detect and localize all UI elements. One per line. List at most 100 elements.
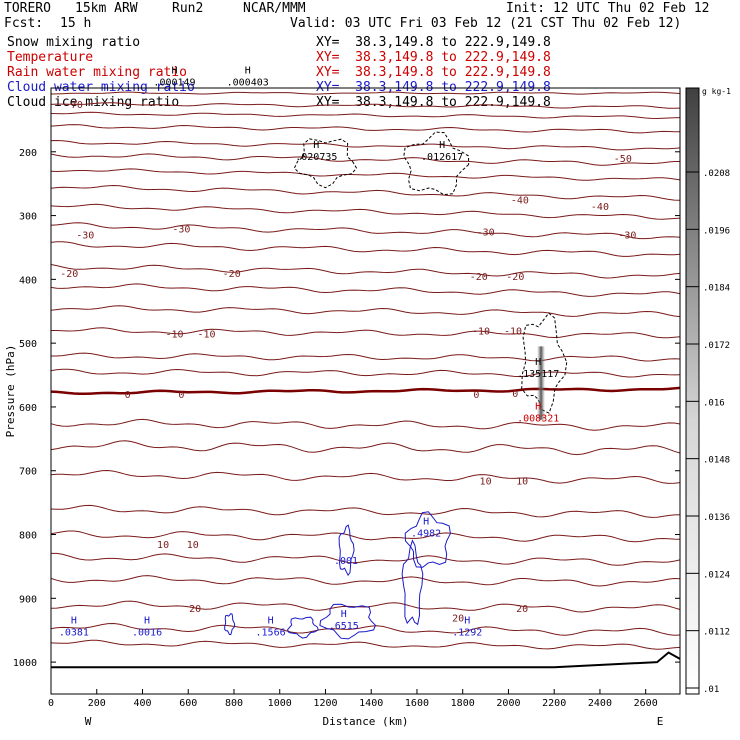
isotherm-line xyxy=(50,91,681,95)
isotherm-line xyxy=(50,639,681,650)
y-tick-label: 900 xyxy=(19,594,37,605)
x-tick-label: 1000 xyxy=(268,698,292,709)
isotherm-label: 10 xyxy=(480,476,492,487)
colorbar-bar xyxy=(685,87,700,695)
isotherm-label: -30 xyxy=(172,224,190,235)
extremum-value: .135117 xyxy=(517,369,559,380)
isotherm-label: 0 xyxy=(512,389,518,400)
isotherm-line xyxy=(50,622,681,636)
colorbar-tick-label: .0184 xyxy=(703,284,730,294)
field-name: Snow mixing ratio xyxy=(7,35,141,50)
mixing-ratio-contour xyxy=(286,616,319,639)
header-fcst-value: 15 h xyxy=(60,16,92,31)
extremum-value: .4982 xyxy=(411,529,441,540)
header-resolution: 15km ARW xyxy=(75,1,138,16)
isotherm-label: 10 xyxy=(516,476,528,487)
colorbar-tick-label: .0208 xyxy=(703,169,730,179)
extremum-value: .1292 xyxy=(452,627,482,638)
isotherm-line xyxy=(50,504,681,518)
header-fcst-label: Fcst: xyxy=(4,16,44,31)
extremum-value: .0016 xyxy=(132,627,162,638)
colorbar-tick-label: .016 xyxy=(703,398,725,408)
isotherm-label: -30 xyxy=(76,231,94,242)
isotherm-label: 0 xyxy=(473,390,479,401)
isotherm-line xyxy=(50,203,681,220)
y-tick-label: 600 xyxy=(19,403,37,414)
field-xy: XY= 38.3,149.8 to 222.9,149.8 xyxy=(316,95,551,110)
mixing-ratio-contour xyxy=(403,131,470,196)
isotherm-label: -10 xyxy=(504,326,522,337)
field-xy: XY= 38.3,149.8 to 222.9,149.8 xyxy=(316,65,551,80)
extremum-value: .000403 xyxy=(227,78,269,89)
colorbar-tick-label: .0196 xyxy=(703,226,730,236)
colorbar-tick-label: .0124 xyxy=(703,570,730,580)
header-org: NCAR/MMM xyxy=(243,1,306,16)
mixing-ratio-contour xyxy=(521,312,568,414)
isotherm-label: -50 xyxy=(614,154,632,165)
x-tick-label: 2600 xyxy=(634,698,658,709)
field-name: Temperature xyxy=(7,50,94,65)
west-label: W xyxy=(85,715,92,728)
isotherm-label: 0 xyxy=(125,390,131,401)
mixing-ratio-contour xyxy=(224,613,236,636)
mixing-ratio-contour xyxy=(401,539,424,626)
extremum-marker: H xyxy=(245,66,251,77)
isotherm-line xyxy=(50,530,681,543)
isotherm-label: -10 xyxy=(198,330,216,341)
x-tick-label: 2200 xyxy=(542,698,566,709)
mixing-ratio-contour xyxy=(293,138,358,189)
isotherm-label: -70 xyxy=(65,100,83,111)
extremum-marker: H xyxy=(535,357,541,368)
mark-layer: H.000149H.000403H.020735H.012617H.135117… xyxy=(59,66,637,639)
colorbar-tick-label: .0172 xyxy=(703,341,730,351)
isotherm-line xyxy=(50,222,681,240)
field-xy: XY= 38.3,149.8 to 222.9,149.8 xyxy=(316,35,551,50)
snow-plume xyxy=(537,346,546,420)
x-tick-label: 400 xyxy=(133,698,151,709)
x-tick-label: 1800 xyxy=(451,698,475,709)
x-tick-label: 2400 xyxy=(588,698,612,709)
extremum-value: .001 xyxy=(334,556,358,567)
isotherm-line xyxy=(50,139,681,151)
colorbar-tick-label: .0112 xyxy=(703,628,730,638)
terrain-line xyxy=(51,651,681,669)
extremum-marker: H xyxy=(171,66,177,77)
field-xy: XY= 38.3,149.8 to 222.9,149.8 xyxy=(316,50,551,65)
isotherm-label: -40 xyxy=(511,196,529,207)
extremum-marker: H xyxy=(313,140,319,151)
isotherm-label: -20 xyxy=(470,272,488,283)
extremum-value: .020735 xyxy=(295,152,337,163)
extremum-marker: H xyxy=(423,517,429,528)
x-tick-label: 600 xyxy=(179,698,197,709)
isotherm-label: -20 xyxy=(223,269,241,280)
extremum-value: .000149 xyxy=(153,78,195,89)
extremum-marker: H xyxy=(71,615,77,626)
isotherm-label: -20 xyxy=(60,269,78,280)
extremum-marker: H xyxy=(341,609,347,620)
x-tick-label: 1600 xyxy=(405,698,429,709)
isotherm-label: -30 xyxy=(477,228,495,239)
isotherm-label: 20 xyxy=(189,604,201,615)
isotherm-line xyxy=(50,168,681,181)
isotherm-line xyxy=(50,153,680,166)
x-axis-label: Distance (km) xyxy=(322,715,408,728)
isotherm-line xyxy=(50,305,681,318)
x-tick-label: 200 xyxy=(88,698,106,709)
isotherm-label: -10 xyxy=(472,326,490,337)
header-run: Run2 xyxy=(172,1,204,16)
x-tick-label: 0 xyxy=(48,698,54,709)
isotherm-line xyxy=(50,264,681,279)
extremum-marker: H xyxy=(535,402,541,413)
isotherm-line xyxy=(50,386,681,396)
field-name: Rain water mixing ratio xyxy=(7,65,188,80)
isotherm-line xyxy=(51,352,681,362)
y-tick-label: 500 xyxy=(19,339,37,350)
isotherm-line xyxy=(51,552,681,566)
isotherm-label: -20 xyxy=(506,272,524,283)
y-tick-label: 1000 xyxy=(13,658,37,669)
extremum-value: .0381 xyxy=(59,627,89,638)
colorbar-unit: g kg-1 xyxy=(702,87,731,96)
contour-layer xyxy=(50,91,681,669)
header-init: Init: 12 UTC Thu 02 Feb 12 xyxy=(506,1,710,16)
